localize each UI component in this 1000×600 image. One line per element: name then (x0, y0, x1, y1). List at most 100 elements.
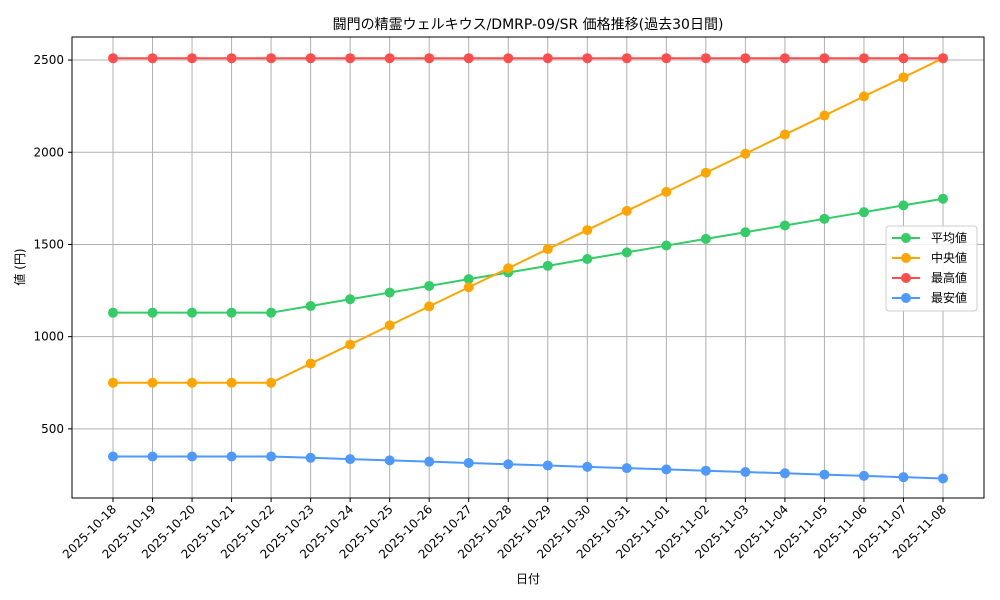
data-point-marker (424, 456, 435, 467)
data-point-marker (108, 377, 118, 388)
y-tick-label: 1000 (33, 330, 64, 344)
data-point-marker (582, 225, 593, 236)
data-point-marker (621, 463, 632, 474)
y-tick-label: 500 (41, 422, 64, 436)
data-point-marker (938, 53, 948, 64)
data-point-marker (819, 110, 830, 121)
data-point-marker (779, 129, 790, 140)
data-point-marker (226, 451, 237, 462)
data-point-marker (345, 339, 356, 350)
data-point-marker (700, 167, 711, 178)
data-point-marker (779, 468, 790, 479)
data-point-marker (503, 459, 514, 470)
grid-lines (72, 37, 984, 498)
legend-marker-icon (901, 273, 911, 283)
data-point-marker (740, 148, 751, 159)
legend-label: 中央値 (931, 250, 967, 265)
data-point-marker (621, 205, 632, 216)
data-point-marker (108, 53, 118, 64)
series-line (113, 197, 944, 314)
legend-item: 中央値 (892, 250, 967, 265)
series-1 (108, 53, 948, 388)
data-point-marker (898, 200, 909, 211)
data-point-marker (858, 207, 869, 218)
legend-box (885, 225, 978, 312)
legend-label: 最高値 (931, 270, 967, 285)
data-point-marker (661, 186, 672, 197)
legend-label: 平均値 (931, 230, 967, 245)
series-0 (108, 193, 948, 318)
y-axis: 500 1000 1500 2000 2500 (33, 53, 72, 436)
series-line (113, 57, 944, 384)
data-point-marker (858, 53, 869, 64)
data-point-marker (779, 53, 790, 64)
data-point-marker (858, 470, 869, 481)
data-point-marker (700, 465, 711, 476)
data-point-marker (779, 220, 790, 231)
data-point-marker (621, 247, 632, 258)
data-point-marker (345, 294, 356, 305)
data-point-marker (187, 53, 198, 64)
data-point-marker (463, 457, 474, 468)
data-point-marker (463, 274, 474, 285)
data-point-marker (542, 53, 553, 64)
data-point-marker (305, 53, 316, 64)
data-point-marker (621, 53, 632, 64)
series-lines (108, 53, 948, 484)
x-axis: 2025-10-182025-10-192025-10-202025-10-21… (60, 498, 949, 561)
data-point-marker (187, 377, 198, 388)
data-point-marker (858, 91, 869, 102)
data-point-marker (700, 233, 711, 244)
data-point-marker (463, 282, 474, 293)
data-point-marker (819, 53, 830, 64)
data-point-marker (542, 244, 553, 255)
data-point-marker (187, 307, 198, 318)
data-point-marker (542, 260, 553, 271)
data-point-marker (345, 454, 356, 465)
data-point-marker (384, 53, 395, 64)
data-point-marker (266, 451, 277, 462)
data-point-marker (305, 301, 316, 312)
data-point-marker (305, 452, 316, 463)
data-point-marker (305, 358, 316, 369)
plot-frame (71, 36, 985, 499)
data-point-marker (424, 53, 435, 64)
data-point-marker (661, 53, 672, 64)
data-point-marker (740, 466, 751, 477)
series-line (113, 455, 944, 480)
data-point-marker (582, 461, 593, 472)
data-point-marker (424, 280, 435, 291)
data-point-marker (503, 263, 514, 274)
data-point-marker (108, 451, 118, 462)
legend-marker-icon (901, 253, 911, 263)
data-point-marker (147, 53, 158, 64)
data-point-marker (503, 53, 514, 64)
data-point-marker (898, 53, 909, 64)
data-point-marker (108, 307, 118, 318)
series-2 (108, 53, 948, 64)
data-point-marker (463, 53, 474, 64)
data-point-marker (147, 307, 158, 318)
legend-item: 最安値 (892, 290, 967, 305)
data-point-marker (740, 227, 751, 238)
y-tick-label: 2500 (33, 53, 64, 67)
data-point-marker (384, 287, 395, 298)
data-point-marker (582, 254, 593, 265)
data-point-marker (582, 53, 593, 64)
data-point-marker (661, 464, 672, 475)
data-point-marker (187, 451, 198, 462)
legend-marker-icon (901, 233, 911, 243)
legend-label: 最安値 (931, 290, 967, 305)
data-point-marker (266, 307, 277, 318)
y-tick-label: 1500 (33, 237, 64, 251)
data-point-marker (819, 469, 830, 480)
data-point-marker (819, 213, 830, 224)
data-point-marker (147, 377, 158, 388)
data-point-marker (424, 301, 435, 312)
data-point-marker (266, 377, 277, 388)
data-point-marker (147, 451, 158, 462)
data-point-marker (345, 53, 356, 64)
data-point-marker (938, 473, 948, 484)
data-point-marker (700, 53, 711, 64)
